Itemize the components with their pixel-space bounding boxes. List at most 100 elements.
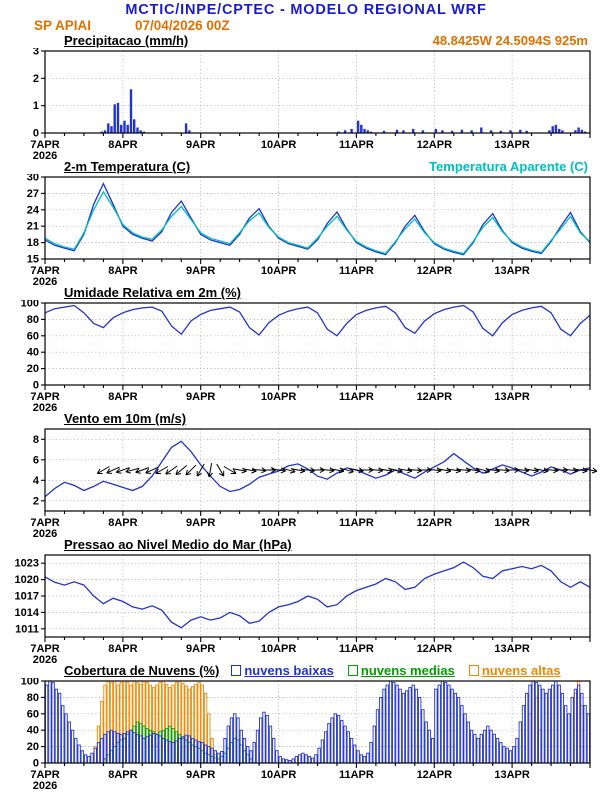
svg-text:8APR: 8APR <box>108 517 137 529</box>
svg-text:8APR: 8APR <box>108 391 137 403</box>
panel-precipitation: Precipitacao (mm/h) 48.8425W 24.5094S 92… <box>0 34 612 160</box>
svg-text:8APR: 8APR <box>108 139 137 151</box>
panel-title-row: 2-m Temperatura (C) Temperatura Aparente… <box>0 160 612 174</box>
wind-title: Vento em 10m (m/s) <box>64 411 187 426</box>
cloud-cover-title: Cobertura de Nuvens (%) <box>64 663 220 678</box>
page-header: MCTIC/INPE/CPTEC - MODELO REGIONAL WRF S… <box>0 0 612 34</box>
svg-text:60: 60 <box>27 708 39 720</box>
svg-text:11APR: 11APR <box>339 769 374 781</box>
svg-text:13APR: 13APR <box>494 769 530 781</box>
svg-text:0: 0 <box>33 758 39 770</box>
panel-cloud-cover: Cobertura de Nuvens (%) nuvens baixas nuv… <box>0 664 612 790</box>
temperature-title: 2-m Temperatura (C) <box>64 159 191 174</box>
panel-title-row: Vento em 10m (m/s) <box>0 412 612 426</box>
svg-text:1014: 1014 <box>15 607 40 619</box>
svg-text:8APR: 8APR <box>108 769 137 781</box>
svg-text:9APR: 9APR <box>186 643 215 655</box>
svg-text:1: 1 <box>33 100 39 112</box>
svg-text:9APR: 9APR <box>186 517 215 529</box>
svg-text:2026: 2026 <box>33 654 57 664</box>
svg-text:20: 20 <box>27 363 39 375</box>
humidity-chart: 0 20 40 60 80 100 7APR 8APR 9APR 10APR 11APR 12APR 1… <box>21 300 591 412</box>
svg-text:9APR: 9APR <box>186 391 215 403</box>
model-title: MCTIC/INPE/CPTEC - MODELO REGIONAL WRF <box>125 2 487 18</box>
svg-text:1011: 1011 <box>15 623 39 635</box>
panel-title-row: Pressao ao Nivel Medio do Mar (hPa) <box>0 538 612 552</box>
svg-text:10APR: 10APR <box>261 265 297 277</box>
svg-text:2026: 2026 <box>33 150 57 160</box>
svg-text:7APR: 7APR <box>30 643 59 655</box>
svg-text:6: 6 <box>33 454 39 466</box>
svg-text:2: 2 <box>33 495 39 507</box>
svg-text:12APR: 12APR <box>417 769 453 781</box>
legend-swatch-icon <box>347 665 358 676</box>
svg-text:11APR: 11APR <box>339 265 374 277</box>
svg-text:9APR: 9APR <box>186 265 215 277</box>
panel-title-row: Cobertura de Nuvens (%) nuvens baixas nuv… <box>0 664 612 678</box>
precipitation-title: Precipitacao (mm/h) <box>64 33 189 48</box>
legend-label: nuvens baixas <box>244 663 334 678</box>
svg-text:12APR: 12APR <box>417 517 453 529</box>
legend-label: nuvens altas <box>481 663 561 678</box>
humidity-title: Umidade Relativa em 2m (%) <box>64 285 242 300</box>
svg-text:1017: 1017 <box>15 591 39 603</box>
svg-text:20: 20 <box>27 741 39 753</box>
legend-item: nuvens medias <box>347 663 455 678</box>
svg-text:1020: 1020 <box>15 574 39 586</box>
pressure-title: Pressao ao Nivel Medio do Mar (hPa) <box>64 537 292 552</box>
svg-text:21: 21 <box>27 221 39 233</box>
svg-text:2026: 2026 <box>33 402 57 412</box>
svg-text:80: 80 <box>27 314 39 326</box>
svg-text:2026: 2026 <box>33 528 57 538</box>
svg-text:7APR: 7APR <box>30 769 59 781</box>
svg-text:12APR: 12APR <box>417 265 453 277</box>
svg-text:24: 24 <box>27 204 40 216</box>
svg-text:2026: 2026 <box>33 780 57 790</box>
svg-text:40: 40 <box>27 725 39 737</box>
panel-wind: Vento em 10m (m/s) 2 4 6 8 7APR 8APR 9APR 10APR… <box>0 412 612 538</box>
station-name: SP APIAI <box>34 18 92 33</box>
svg-text:12APR: 12APR <box>417 643 453 655</box>
legend-swatch-icon <box>468 665 479 676</box>
svg-text:11APR: 11APR <box>339 643 374 655</box>
svg-text:80: 80 <box>27 692 39 704</box>
svg-text:0: 0 <box>33 380 39 392</box>
svg-text:12APR: 12APR <box>417 139 453 151</box>
apparent-temperature-label: Temperatura Aparente (C) <box>429 159 588 174</box>
svg-text:7APR: 7APR <box>30 391 59 403</box>
svg-text:40: 40 <box>27 347 39 359</box>
temperature-chart: 15 18 21 24 27 30 7APR 8APR 9APR 10APR 11APR 12APR 1… <box>27 174 591 286</box>
svg-text:10APR: 10APR <box>261 769 297 781</box>
legend-item: nuvens altas <box>468 663 561 678</box>
svg-text:8APR: 8APR <box>108 643 137 655</box>
svg-text:100: 100 <box>21 300 39 310</box>
svg-text:13APR: 13APR <box>494 391 530 403</box>
svg-text:10APR: 10APR <box>261 391 297 403</box>
station-coordinates: 48.8425W 24.5094S 925m <box>432 33 588 48</box>
svg-text:8APR: 8APR <box>108 265 137 277</box>
svg-text:0: 0 <box>33 128 39 140</box>
svg-text:9APR: 9APR <box>186 769 215 781</box>
precipitation-chart: 0 1 2 3 7APR 8APR 9APR 10APR 11APR 12APR 13APR 2026 <box>30 48 591 160</box>
svg-text:13APR: 13APR <box>494 643 530 655</box>
cloud-cover-chart: 0 20 40 60 80 100 7APR 8APR 9APR 10APR 11APR 12APR 1… <box>21 678 591 790</box>
svg-text:18: 18 <box>27 237 39 249</box>
svg-text:12APR: 12APR <box>417 391 453 403</box>
legend-label: nuvens medias <box>360 663 455 678</box>
svg-text:4: 4 <box>33 475 40 487</box>
svg-text:2026: 2026 <box>33 276 57 286</box>
svg-text:13APR: 13APR <box>494 517 530 529</box>
run-info-row: SP APIAI 07/04/2026 00Z <box>0 18 612 34</box>
svg-text:60: 60 <box>27 330 39 342</box>
legend-item: nuvens baixas <box>231 664 334 678</box>
svg-text:11APR: 11APR <box>339 517 374 529</box>
svg-text:11APR: 11APR <box>339 391 374 403</box>
svg-text:100: 100 <box>21 678 39 688</box>
panel-title-row: Umidade Relativa em 2m (%) <box>0 286 612 300</box>
svg-text:2: 2 <box>33 73 39 85</box>
svg-text:7APR: 7APR <box>30 139 59 151</box>
pressure-chart: 1011 1014 1017 1020 1023 7APR 8APR 9APR 10APR 11A… <box>15 554 591 664</box>
svg-text:10APR: 10APR <box>261 643 297 655</box>
svg-text:15: 15 <box>27 254 39 266</box>
svg-text:3: 3 <box>33 48 39 58</box>
